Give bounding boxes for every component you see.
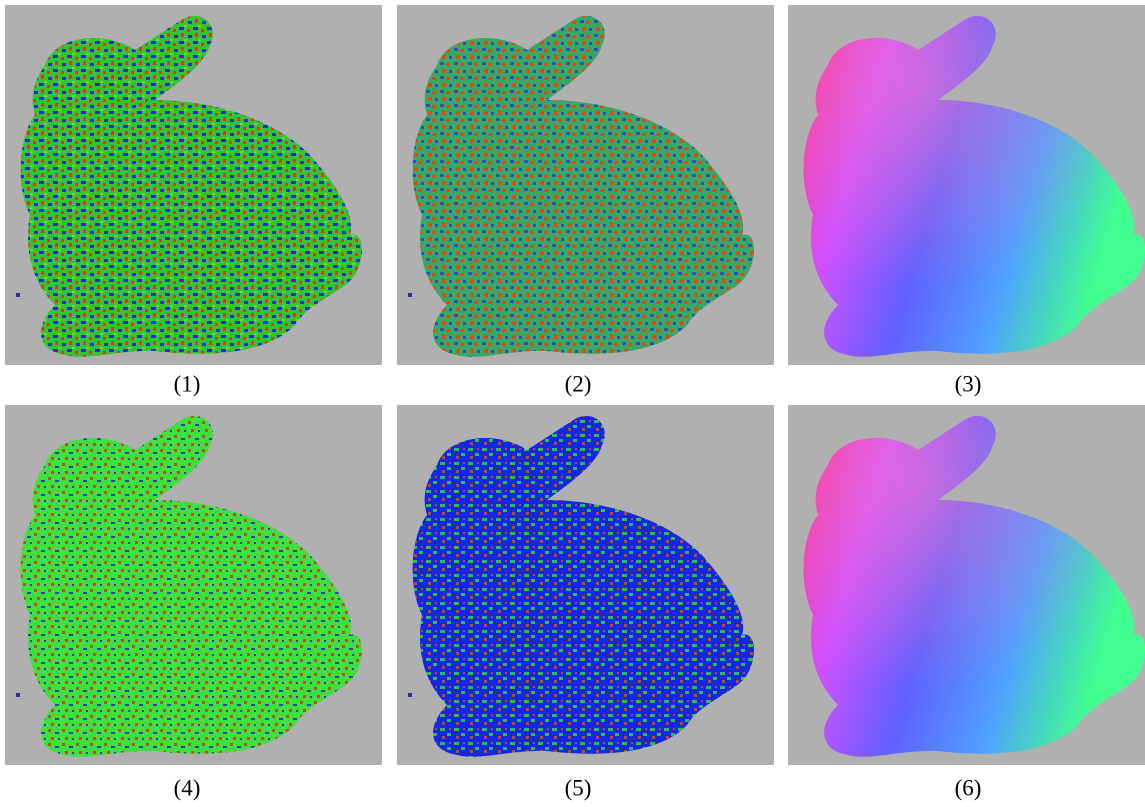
caption: (4) xyxy=(174,775,201,800)
caption: (5) xyxy=(565,775,592,800)
panel xyxy=(788,5,1145,365)
caption: (3) xyxy=(955,371,982,396)
panel xyxy=(788,405,1145,765)
caption: (1) xyxy=(174,371,201,396)
caption: (2) xyxy=(565,371,592,396)
panel xyxy=(5,405,382,765)
panel xyxy=(5,5,382,365)
page: {"figure": {"captions": ["(1)", "(2)", "… xyxy=(0,0,1145,807)
panel xyxy=(397,405,774,765)
caption: (6) xyxy=(955,775,982,800)
panel xyxy=(397,5,774,365)
figure: (1) (2) (3) (4) (5) (6) xyxy=(0,0,1145,807)
